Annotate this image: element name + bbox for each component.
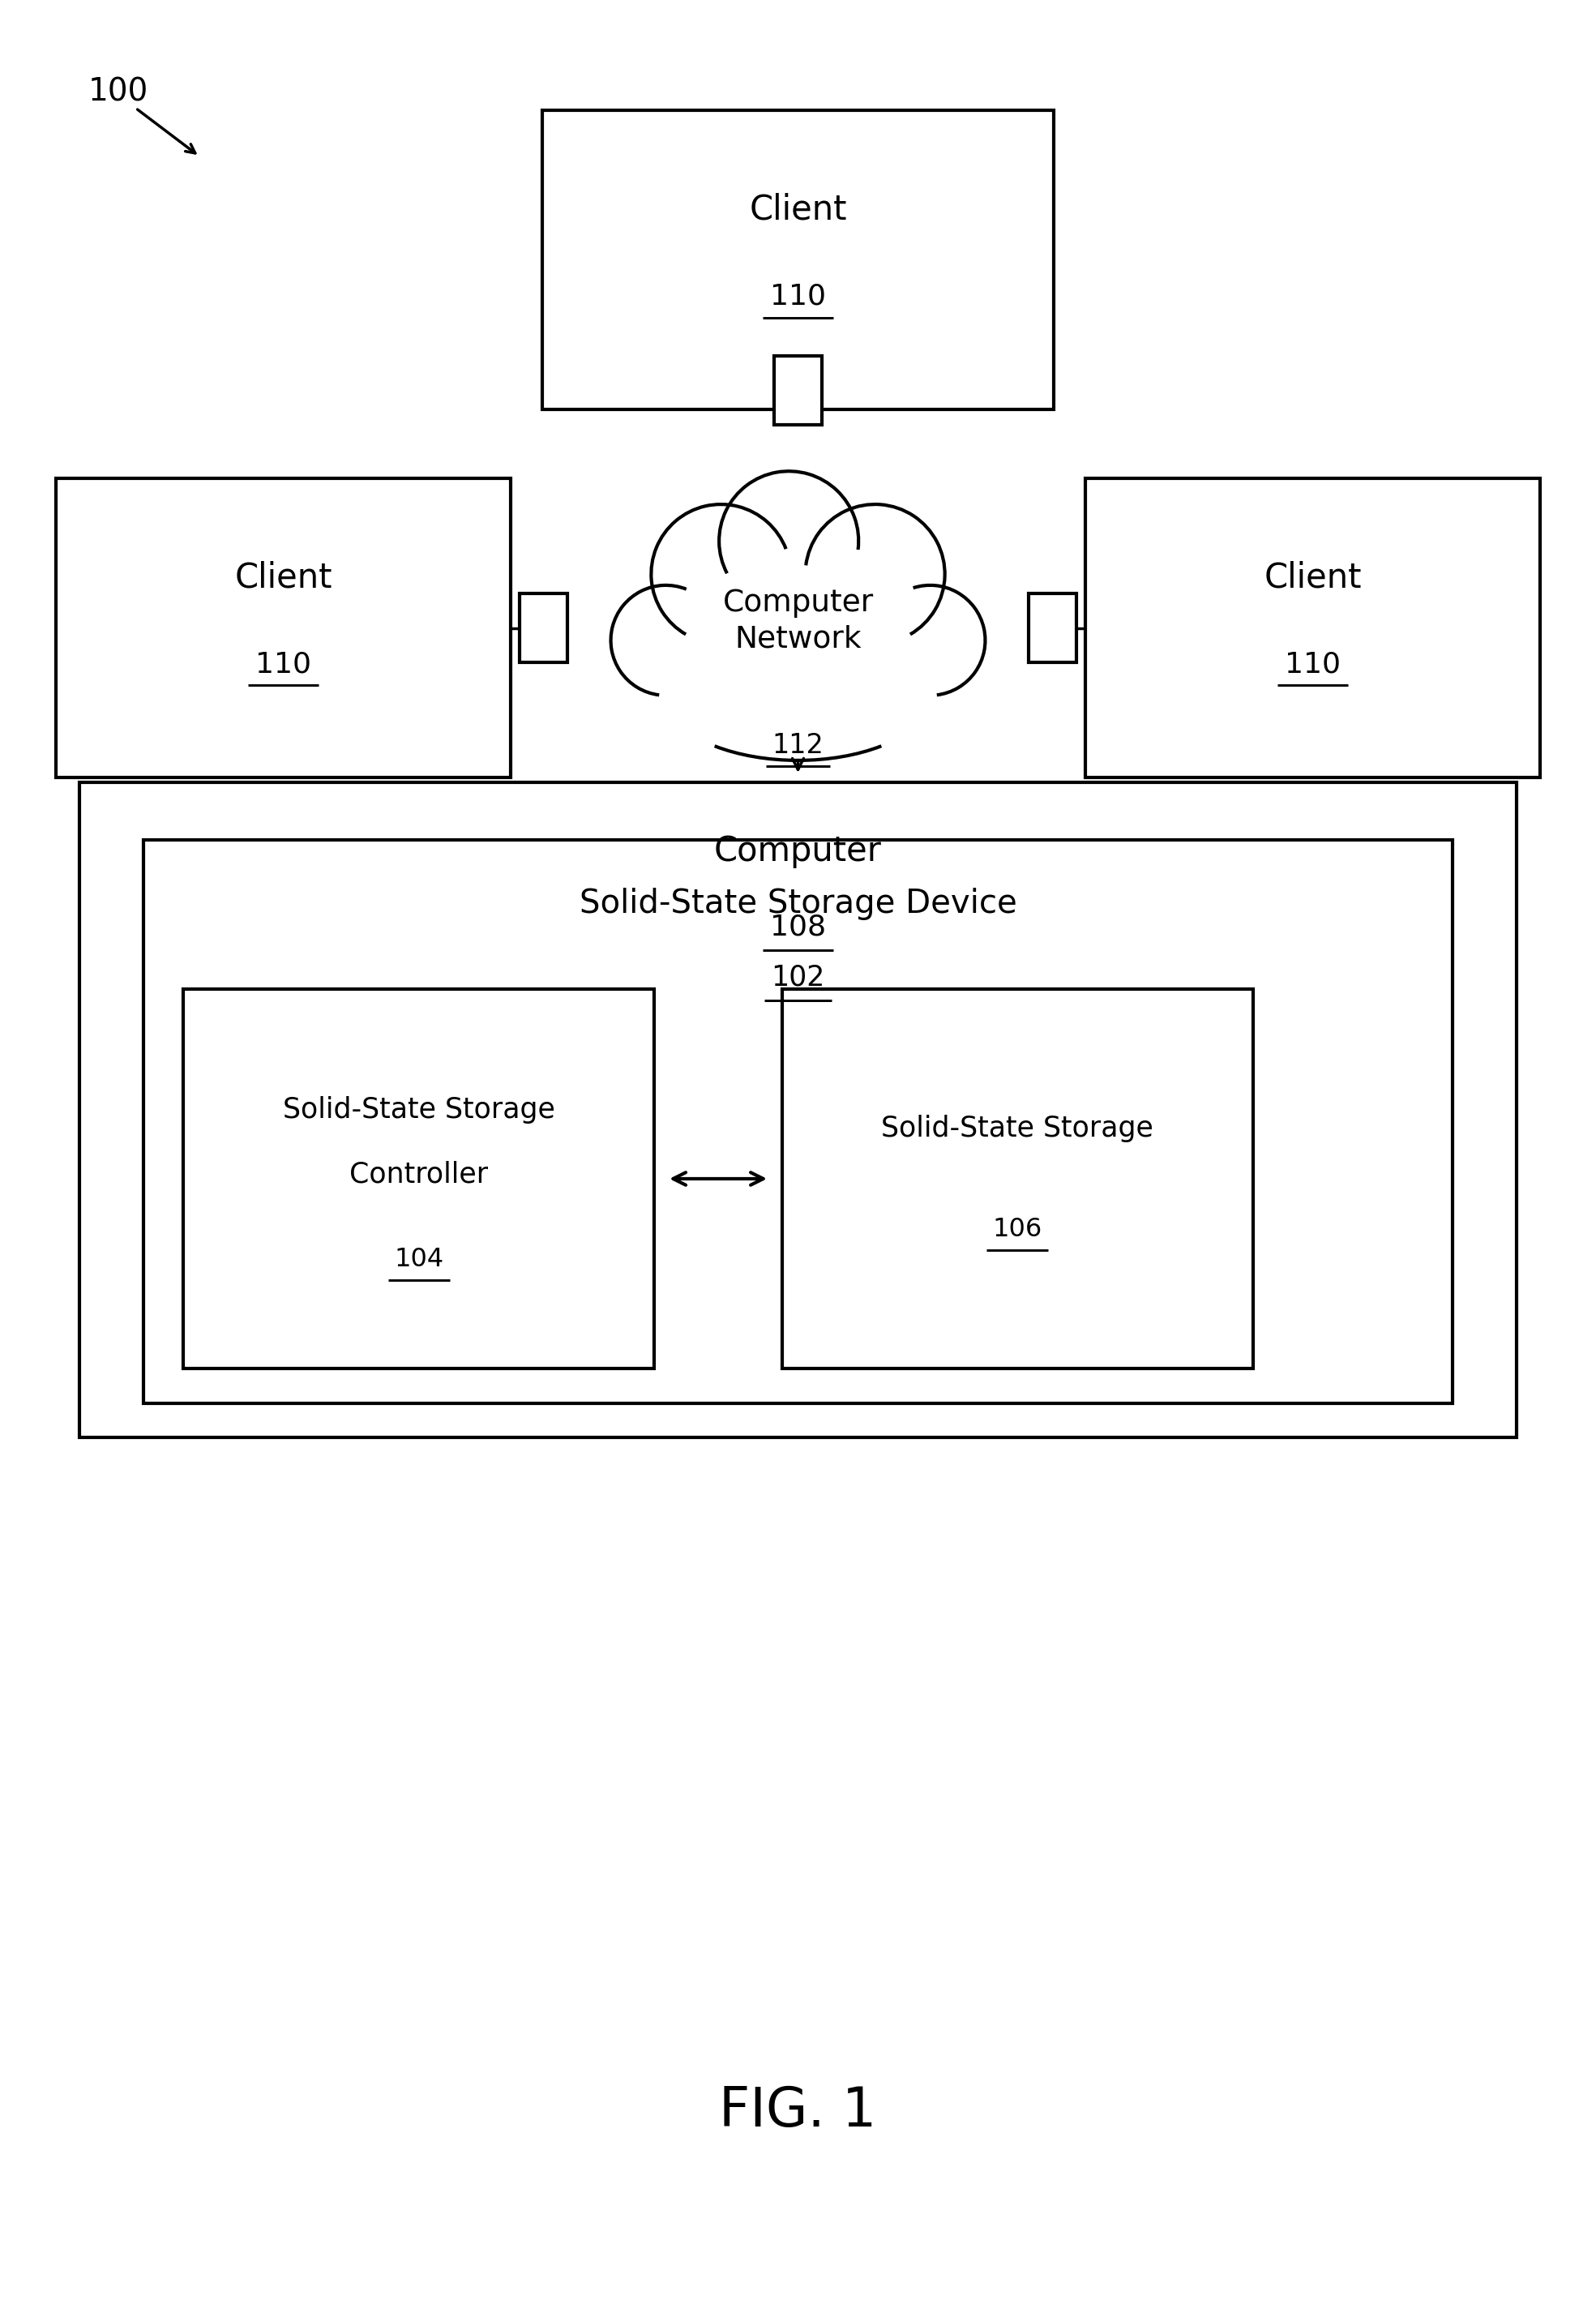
Bar [520,593,568,662]
Ellipse shape [611,584,721,695]
Text: 108: 108 [769,913,827,941]
Text: Controller: Controller [350,1162,488,1187]
Text: Client: Client [749,193,847,225]
Text: Solid-State Storage: Solid-State Storage [881,1116,1154,1141]
Text: 100: 100 [88,76,148,108]
Text: Computer: Computer [713,835,883,867]
Bar [184,989,654,1368]
Text: 102: 102 [771,964,825,991]
Text: Client: Client [1264,561,1361,593]
Text: 110: 110 [769,283,827,311]
Ellipse shape [720,471,859,612]
Bar [1085,478,1540,777]
Ellipse shape [875,584,985,695]
Ellipse shape [651,504,790,644]
Bar [605,639,991,747]
Text: 112: 112 [772,731,824,759]
Bar [774,356,822,426]
Bar [782,989,1253,1368]
Bar [56,478,511,777]
Text: Solid-State Storage Device: Solid-State Storage Device [579,888,1017,920]
Text: Computer
Network: Computer Network [723,589,873,653]
Text: 106: 106 [993,1217,1042,1242]
Text: Solid-State Storage: Solid-State Storage [282,1097,555,1122]
Bar [1028,593,1077,662]
Text: 110: 110 [255,651,311,678]
Text: FIG. 1: FIG. 1 [720,2084,876,2139]
Text: Client: Client [235,561,332,593]
Ellipse shape [697,547,899,750]
Ellipse shape [806,504,945,644]
Bar [543,110,1053,409]
Text: 104: 104 [394,1247,444,1272]
Text: 110: 110 [1285,651,1341,678]
Bar [80,782,1516,1438]
Bar [144,839,1452,1403]
